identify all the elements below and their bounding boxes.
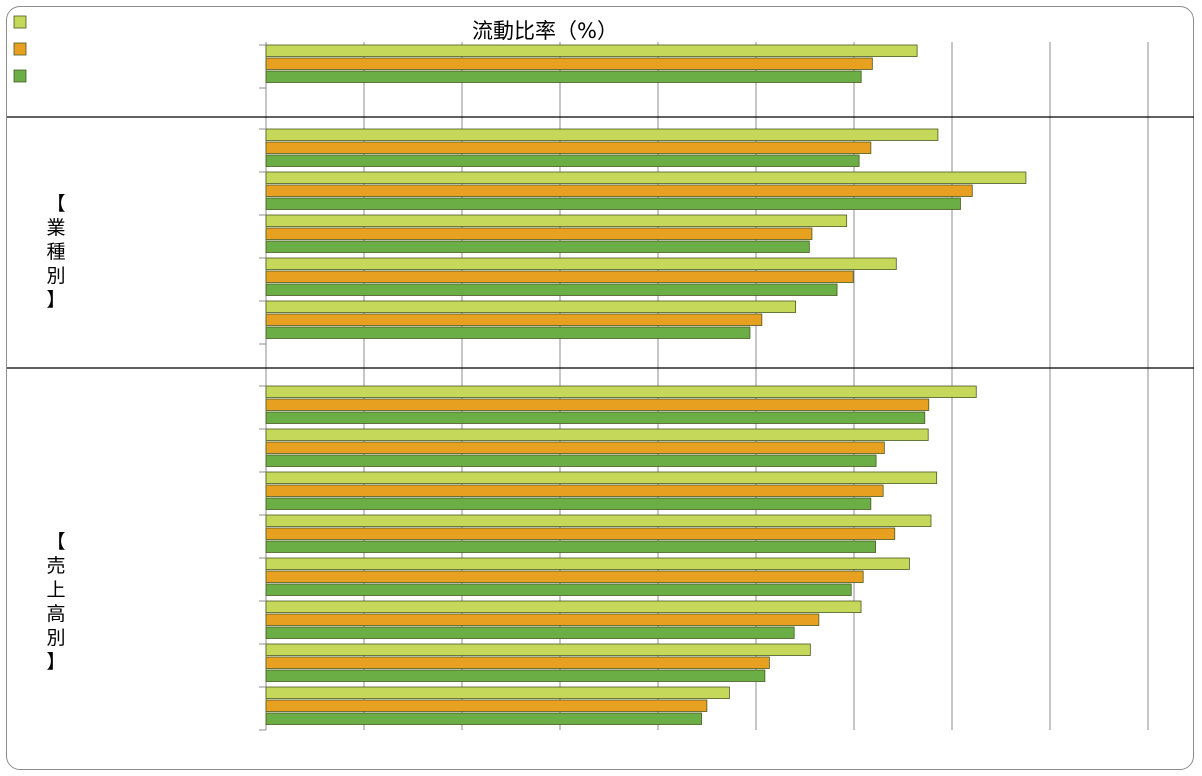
bars (265, 44, 1027, 725)
bar (265, 686, 730, 699)
bar (265, 171, 1027, 184)
bar (265, 441, 885, 454)
bar (265, 270, 854, 283)
bar (265, 454, 877, 467)
legend-swatch (13, 15, 27, 29)
bar (265, 128, 939, 141)
bar (265, 557, 910, 570)
bar (265, 300, 797, 313)
bar (265, 699, 708, 712)
group-label-char: 高 (46, 603, 65, 625)
bar (265, 283, 838, 296)
legend-swatch (13, 69, 27, 83)
bar (265, 497, 872, 510)
group-label-char: 】 (46, 651, 65, 673)
chart-title: 流動比率（%） (472, 19, 618, 43)
bar (265, 600, 862, 613)
bar (265, 44, 918, 57)
group-label-char: 上 (46, 579, 65, 601)
bar (265, 656, 770, 669)
bar (265, 540, 876, 553)
group-label-char: 業 (46, 217, 65, 239)
legend-swatch (13, 42, 27, 56)
bar (265, 626, 795, 639)
bar (265, 240, 810, 253)
bar (265, 643, 811, 656)
bar (265, 583, 852, 596)
bar (265, 411, 926, 424)
group-label-char: 別 (46, 627, 65, 649)
bar (265, 428, 929, 441)
bar (265, 257, 897, 270)
bar (265, 214, 848, 227)
bar (265, 514, 932, 527)
group-label-char: 】 (46, 289, 65, 311)
group-label-char: 【 (46, 193, 65, 215)
group-label-char: 別 (46, 265, 65, 287)
axes (7, 44, 1194, 731)
legend (13, 15, 27, 83)
bar (265, 398, 930, 411)
group-label-char: 種 (46, 241, 65, 263)
bar (265, 570, 864, 583)
bar (265, 184, 973, 197)
bar (265, 57, 873, 70)
bar (265, 527, 896, 540)
bar (265, 712, 702, 725)
bar (265, 227, 813, 240)
bar (265, 141, 872, 154)
group-label-char: 売 (46, 555, 65, 577)
bar (265, 70, 862, 83)
group-label-char: 【 (46, 531, 65, 553)
bar (265, 154, 860, 167)
bar (265, 484, 884, 497)
bar (265, 313, 763, 326)
bar (265, 669, 766, 682)
bar (265, 471, 938, 484)
bar (265, 385, 977, 398)
bar (265, 613, 820, 626)
bar (265, 326, 751, 339)
bar (265, 197, 961, 210)
